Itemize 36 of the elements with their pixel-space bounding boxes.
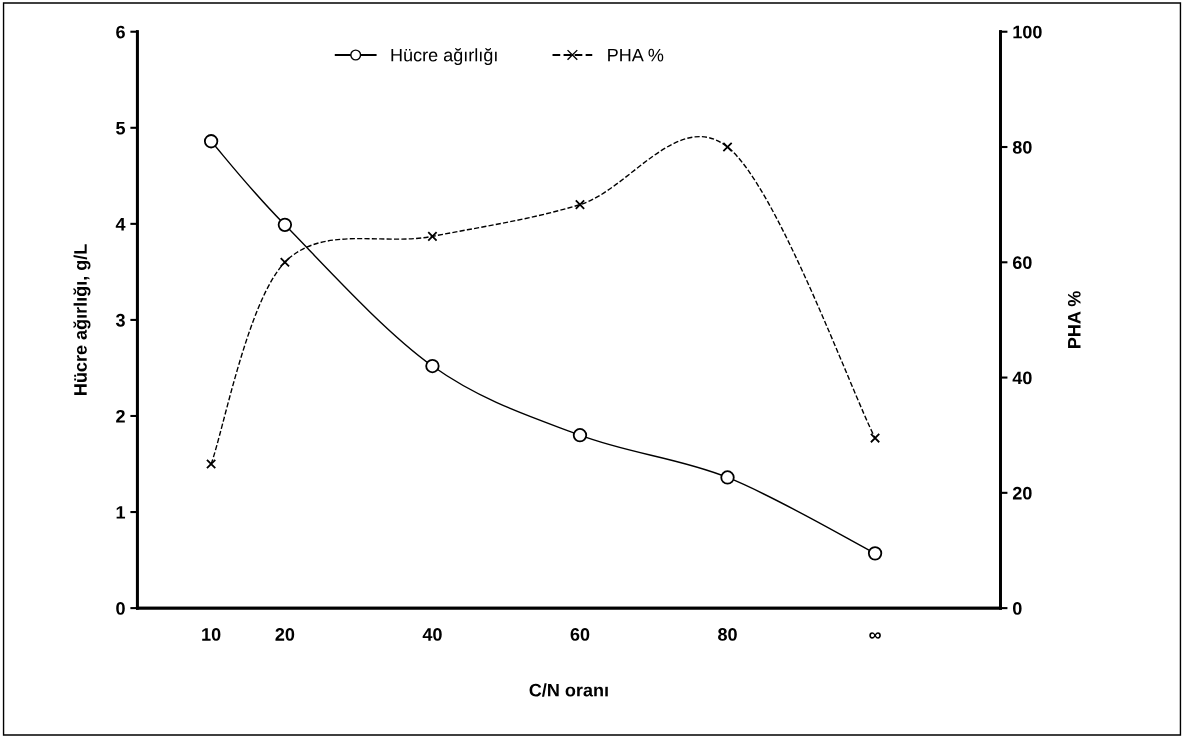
y-tick-label: 0 — [116, 602, 125, 615]
y2-axis-title: PHA % — [1067, 291, 1081, 348]
x-tick-label: 60 — [570, 628, 590, 641]
point — [206, 458, 217, 470]
point — [720, 470, 735, 485]
point — [869, 433, 881, 444]
y2-tick-label: 80 — [1012, 140, 1032, 154]
y-tick-label: 3 — [115, 313, 125, 327]
legend-label: PHA % — [608, 48, 664, 62]
x-tick-label: 20 — [275, 628, 295, 641]
y2-tick-label: 60 — [1012, 256, 1032, 270]
y-tick-label: 6 — [116, 25, 125, 39]
point — [425, 358, 440, 374]
x-tick-label: 80 — [718, 628, 737, 641]
point — [203, 134, 219, 149]
point — [867, 546, 883, 561]
y2-tick-label: 20 — [1012, 486, 1032, 500]
y-tick-label: 5 — [116, 121, 126, 135]
x-axis-title: C/N oranı — [529, 683, 608, 697]
point — [572, 428, 588, 443]
point — [574, 199, 586, 210]
legend-label: Hücre ağırlığı — [391, 47, 497, 66]
y2-tick-label: 100 — [1013, 25, 1042, 39]
x-tick-label: 40 — [422, 628, 442, 641]
point — [277, 217, 293, 232]
y2-tick-label: 40 — [1012, 371, 1032, 385]
point — [722, 141, 733, 153]
y-tick-label: 4 — [115, 217, 126, 231]
point — [279, 257, 290, 268]
y-tick-label: 1 — [116, 506, 126, 519]
y2-tick-label: 0 — [1013, 602, 1022, 615]
x-tick-label: 10 — [202, 628, 221, 641]
y-axis-title: Hücre ağırlığı, g/L — [73, 244, 91, 395]
y-tick-label: 2 — [116, 409, 125, 423]
x-tick-label: ∞ — [869, 632, 881, 639]
point — [427, 231, 438, 242]
